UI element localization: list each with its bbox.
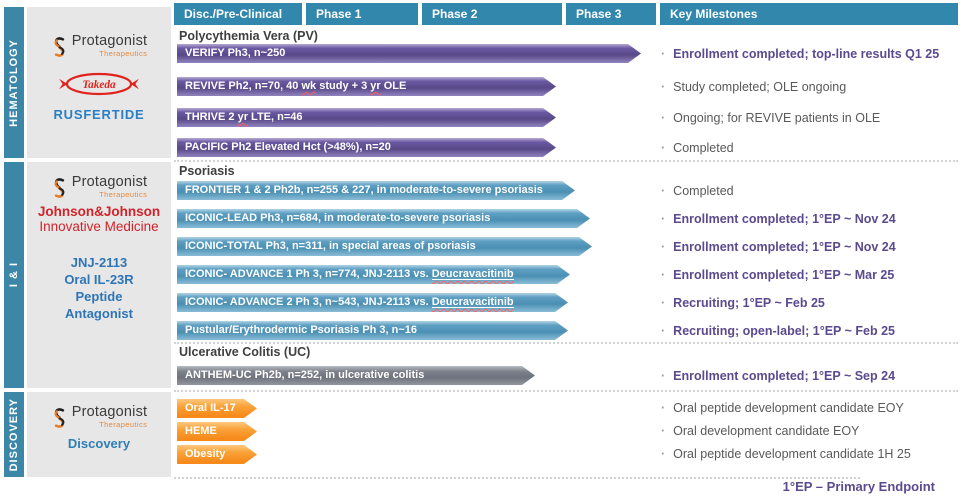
milestone-obesity: Oral peptide development candidate 1H 25 (661, 447, 911, 461)
protagonist-logo: Protagonist Therapeutics (51, 404, 148, 430)
sponsor-panel-discovery: Protagonist Therapeutics Discovery (27, 392, 171, 477)
milestone-heme: Oral development candidate EOY (661, 424, 859, 438)
section-rail-discovery: DISCOVERY (4, 392, 24, 477)
program-line: JNJ-2113 (70, 255, 128, 270)
rusfertide-label: RUSFERTIDE (53, 107, 145, 122)
section-rail-hematology: HEMATOLOGY (4, 7, 24, 158)
milestone-iconic-advance-1: Enrollment completed; 1°EP ~ Mar 25 (661, 268, 894, 282)
protagonist-helix-icon (54, 408, 65, 428)
disease-header-uc: Ulcerative Colitis (UC) (179, 345, 311, 359)
jnj-logo: Johnson&Johnson Innovative Medicine (38, 204, 160, 234)
program-bar-heme: HEME (177, 422, 257, 441)
program-line: Oral IL-23R (64, 272, 134, 287)
column-header-phase-2: Phase 2 (422, 3, 562, 25)
primary-endpoint-legend: 1°EP – Primary Endpoint (782, 479, 935, 494)
trial-bar-iconic-advance-2: ICONIC- ADVANCE 2 Ph 3, n~543, JNJ-2113 … (177, 293, 568, 312)
trial-bar-pustular: Pustular/Erythrodermic Psoriasis Ph 3, n… (177, 321, 568, 340)
column-header-disc-preclinical: Disc./Pre-Clinical (174, 3, 302, 25)
trial-bar-thrive: THRIVE 2 yr LTE, n=46 (177, 108, 556, 127)
program-bar-obesity: Obesity (177, 445, 257, 464)
milestone-frontier: Completed (661, 184, 733, 198)
jnj-wordmark-line1: Johnson&Johnson (37, 204, 161, 219)
milestone-oral-il17: Oral peptide development candidate EOY (661, 401, 904, 415)
milestone-verify: Enrollment completed; top-line results Q… (661, 47, 939, 61)
protagonist-logo: Protagonist Therapeutics (51, 33, 148, 59)
trial-bar-frontier: FRONTIER 1 & 2 Ph2b, n=255 & 227, in mod… (177, 181, 575, 200)
disease-header-pv: Polycythemia Vera (PV) (179, 29, 318, 43)
takeda-wordmark: Takeda (82, 79, 116, 91)
trial-bar-pacific: PACIFIC Ph2 Elevated Hct (>48%), n=20 (177, 138, 556, 157)
program-line: Antagonist (65, 306, 133, 321)
protagonist-sub-wordmark: Therapeutics (99, 49, 148, 58)
footer-divider (174, 477, 860, 479)
program-bar-oral-il17: Oral IL-17 (177, 399, 257, 418)
trial-bar-revive: REVIVE Ph2, n=70, 40 wk study + 3 yr OLE (177, 77, 556, 96)
protagonist-wordmark: Protagonist (71, 174, 148, 190)
milestone-anthem-uc: Enrollment completed; 1°EP ~ Sep 24 (661, 369, 895, 383)
protagonist-wordmark: Protagonist (71, 404, 148, 420)
rail-label-ii: I & I (8, 262, 20, 288)
milestone-thrive: Ongoing; for REVIVE patients in OLE (661, 111, 880, 125)
protagonist-helix-icon (54, 178, 65, 198)
column-header-phase-1: Phase 1 (306, 3, 418, 25)
protagonist-sub-wordmark: Therapeutics (99, 420, 148, 429)
trial-bar-iconic-lead: ICONIC-LEAD Ph3, n=684, in moderate-to-s… (177, 209, 590, 228)
milestone-iconic-advance-2: Recruiting; 1°EP ~ Feb 25 (661, 296, 825, 310)
protagonist-wordmark: Protagonist (71, 33, 148, 49)
section-divider (174, 160, 958, 162)
protagonist-logo: Protagonist Therapeutics (51, 174, 148, 200)
disease-header-psoriasis: Psoriasis (179, 164, 235, 178)
rail-label-hematology: HEMATOLOGY (8, 38, 20, 127)
section-rail-ii: I & I (4, 162, 24, 388)
trial-bar-iconic-advance-1: ICONIC- ADVANCE 1 Ph 3, n=774, JNJ-2113 … (177, 265, 570, 284)
sponsor-panel-hematology: Protagonist Therapeutics Takeda RUSFERTI… (27, 7, 171, 158)
trial-bar-anthem-uc: ANTHEM-UC Ph2b, n=252, in ulcerative col… (177, 366, 535, 385)
section-divider (174, 390, 958, 392)
column-header-key-milestones: Key Milestones (660, 3, 958, 25)
discovery-label: Discovery (67, 436, 131, 451)
subsection-divider (174, 342, 958, 344)
milestone-iconic-lead: Enrollment completed; 1°EP ~ Nov 24 (661, 212, 896, 226)
milestone-pacific: Completed (661, 141, 733, 155)
takeda-logo: Takeda (59, 72, 139, 96)
protagonist-helix-icon (54, 37, 65, 57)
jnj-wordmark-line2: Innovative Medicine (39, 219, 159, 234)
trial-bar-verify: VERIFY Ph3, n~250 (177, 44, 641, 63)
program-line: Peptide (75, 289, 123, 304)
milestone-pustular: Recruiting; open-label; 1°EP ~ Feb 25 (661, 324, 895, 338)
milestone-revive: Study completed; OLE ongoing (661, 80, 846, 94)
column-header-phase-3: Phase 3 (566, 3, 656, 25)
rail-label-discovery: DISCOVERY (8, 397, 20, 472)
program-description: JNJ-2113 Oral IL-23R Peptide Antagonist (64, 254, 133, 322)
protagonist-sub-wordmark: Therapeutics (99, 190, 148, 199)
sponsor-panel-ii: Protagonist Therapeutics Johnson&Johnson… (27, 162, 171, 388)
milestone-iconic-total: Enrollment completed; 1°EP ~ Nov 24 (661, 240, 896, 254)
trial-bar-iconic-total: ICONIC-TOTAL Ph3, n=311, in special area… (177, 237, 592, 256)
